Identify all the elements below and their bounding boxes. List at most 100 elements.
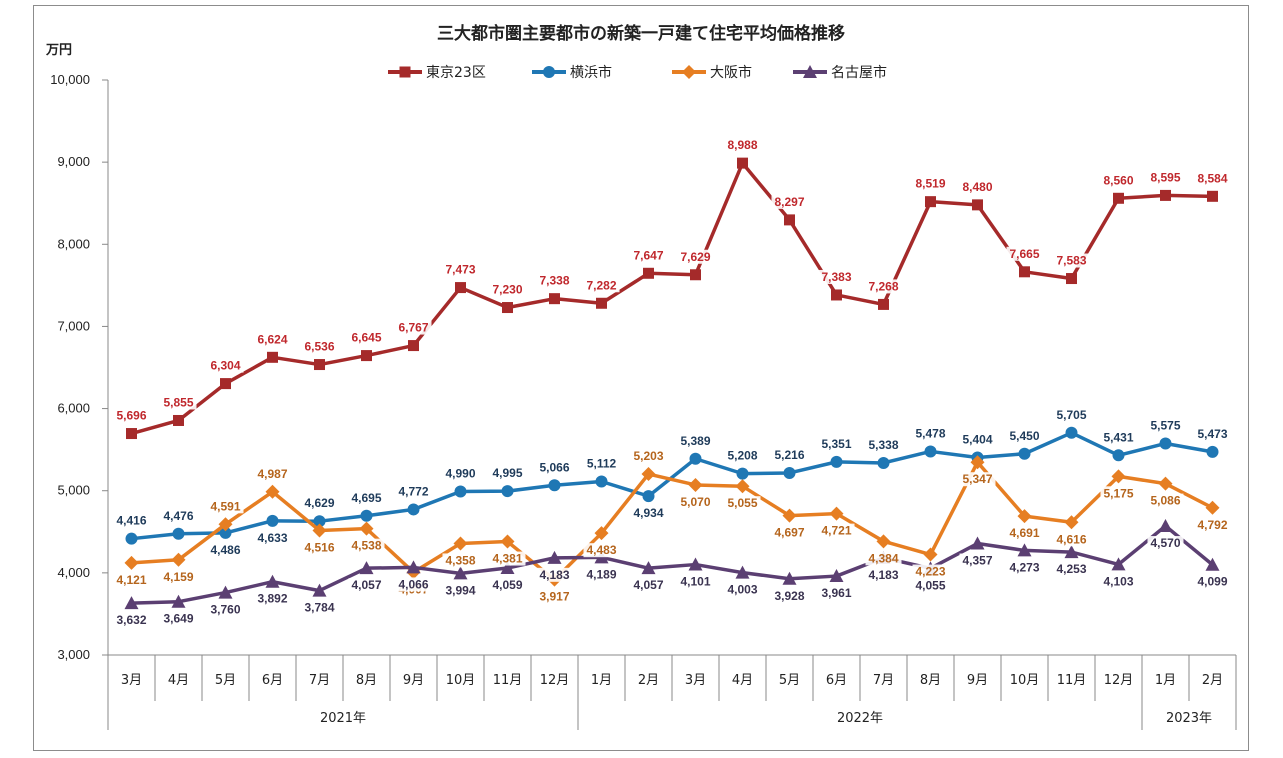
x-tick-label: 2月 [638,673,659,688]
legend-entry: 東京23区 [426,65,486,81]
data-label-bg [301,339,338,354]
data-point [784,214,795,226]
data-point [172,527,185,540]
data-point [641,467,656,482]
data-label: 4,189 [586,567,616,581]
data-label-bg [630,578,667,593]
y-tick-label: 4,000 [57,565,90,580]
data-point [219,526,232,539]
data-label-bg [912,564,949,579]
data-label-bg [442,553,479,568]
data-label-bg [1147,536,1184,551]
data-label: 7,629 [680,250,710,264]
data-label-bg [442,583,479,598]
data-label-bg [536,567,573,582]
data-point [1017,509,1032,524]
data-point [972,199,983,211]
data-label-bg [912,176,949,191]
data-label-bg [160,508,197,523]
y-tick-label: 6,000 [57,401,90,416]
data-label-bg [630,248,667,263]
series-line [131,524,1214,605]
data-point [829,569,844,583]
data-point [171,594,186,608]
data-label: 4,721 [821,524,851,538]
data-point [265,574,280,588]
data-point [313,515,326,528]
data-label: 4,358 [445,553,475,567]
data-label: 3,917 [539,590,569,604]
data-point [736,467,749,480]
x-tick-label: 8月 [920,673,941,688]
data-label-bg [207,542,244,557]
data-label-bg [1147,418,1184,433]
data-point [1158,519,1173,533]
data-point [361,350,372,362]
data-label: 5,575 [1150,418,1180,432]
data-label-bg [959,553,996,568]
data-label: 3,649 [163,612,193,626]
data-label: 5,431 [1103,430,1133,444]
y-tick-label: 5,000 [57,483,90,498]
x-tick-label: 5月 [215,673,236,688]
data-label: 4,159 [163,570,193,584]
data-label: 5,855 [163,395,193,409]
data-label-bg [771,525,808,540]
data-label: 4,357 [962,554,992,568]
data-label: 7,268 [868,279,898,293]
data-label: 5,351 [821,437,851,451]
data-label: 4,987 [257,467,287,481]
data-label: 8,988 [727,138,757,152]
data-label: 4,099 [1197,575,1227,589]
data-label-bg [1053,253,1090,268]
data-point [312,523,327,538]
data-label-bg [771,447,808,462]
data-label-bg [348,538,385,553]
data-label: 7,338 [539,274,569,288]
data-label: 4,990 [445,467,475,481]
data-label-bg [1194,426,1231,441]
data-point [642,490,655,503]
data-label-bg [1006,526,1043,541]
data-label: 4,629 [304,496,334,510]
year-label: 2022年 [837,711,883,726]
data-point [500,561,515,575]
data-label: 4,616 [1056,532,1086,546]
data-point [737,157,748,169]
data-label: 7,583 [1056,254,1086,268]
data-label: 5,070 [680,495,710,509]
data-point [455,282,466,294]
data-label: 6,767 [398,321,428,335]
data-point [453,536,468,551]
data-label-bg [113,572,150,587]
data-label-bg [113,408,150,423]
data-point [124,555,139,570]
data-point [218,517,233,532]
data-label-bg [395,577,432,592]
x-tick-label: 6月 [262,673,283,688]
data-label: 6,536 [304,340,334,354]
data-label-bg [442,262,479,277]
data-point [688,477,703,492]
data-label: 5,478 [915,426,945,440]
data-point [454,485,467,498]
x-tick-label: 4月 [168,673,189,688]
legend-entry: 横浜市 [570,64,612,81]
data-point [1205,500,1220,515]
data-label-bg [630,506,667,521]
data-point [125,532,138,545]
data-label: 4,792 [1197,518,1227,532]
axes: 3,000 4,000 5,000 6,000 7,000 8,000 9,000 10,00… [50,72,1237,730]
x-tick-label: 6月 [826,673,847,688]
data-point [1159,437,1172,450]
data-label-bg [583,278,620,293]
data-point [878,298,889,310]
data-label-bg [348,578,385,593]
data-label-bg [583,543,620,558]
data-label: 5,404 [962,433,992,447]
data-label-bg [1006,560,1043,575]
data-point [594,526,609,541]
data-label: 7,230 [492,283,522,297]
data-point [265,484,280,499]
